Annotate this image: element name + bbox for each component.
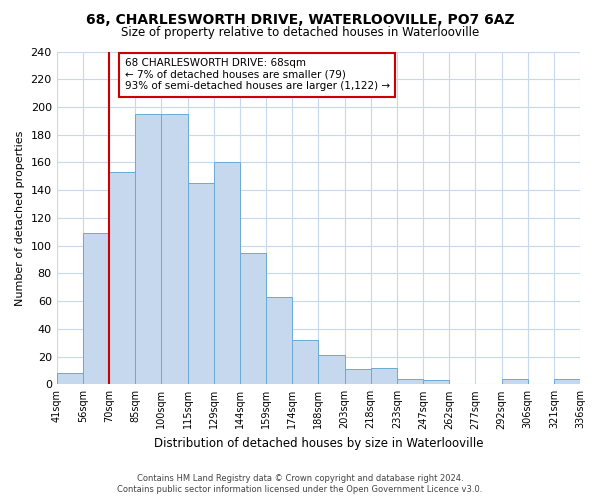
Text: Contains HM Land Registry data © Crown copyright and database right 2024.
Contai: Contains HM Land Registry data © Crown c…	[118, 474, 482, 494]
Bar	[187, 183, 214, 384]
Bar	[109, 172, 135, 384]
Bar	[502, 379, 527, 384]
Bar	[554, 379, 580, 384]
Bar	[240, 252, 266, 384]
Bar	[83, 233, 109, 384]
Bar	[319, 355, 344, 384]
Bar	[397, 379, 423, 384]
Bar	[214, 162, 240, 384]
Bar	[423, 380, 449, 384]
Y-axis label: Number of detached properties: Number of detached properties	[15, 130, 25, 306]
Bar	[161, 114, 187, 384]
Bar	[371, 368, 397, 384]
Bar	[344, 369, 371, 384]
Bar	[266, 297, 292, 384]
Bar	[135, 114, 161, 384]
Text: Size of property relative to detached houses in Waterlooville: Size of property relative to detached ho…	[121, 26, 479, 39]
Text: 68, CHARLESWORTH DRIVE, WATERLOOVILLE, PO7 6AZ: 68, CHARLESWORTH DRIVE, WATERLOOVILLE, P…	[86, 12, 514, 26]
Bar	[292, 340, 319, 384]
Bar	[56, 373, 83, 384]
X-axis label: Distribution of detached houses by size in Waterlooville: Distribution of detached houses by size …	[154, 437, 483, 450]
Text: 68 CHARLESWORTH DRIVE: 68sqm
← 7% of detached houses are smaller (79)
93% of sem: 68 CHARLESWORTH DRIVE: 68sqm ← 7% of det…	[125, 58, 390, 92]
